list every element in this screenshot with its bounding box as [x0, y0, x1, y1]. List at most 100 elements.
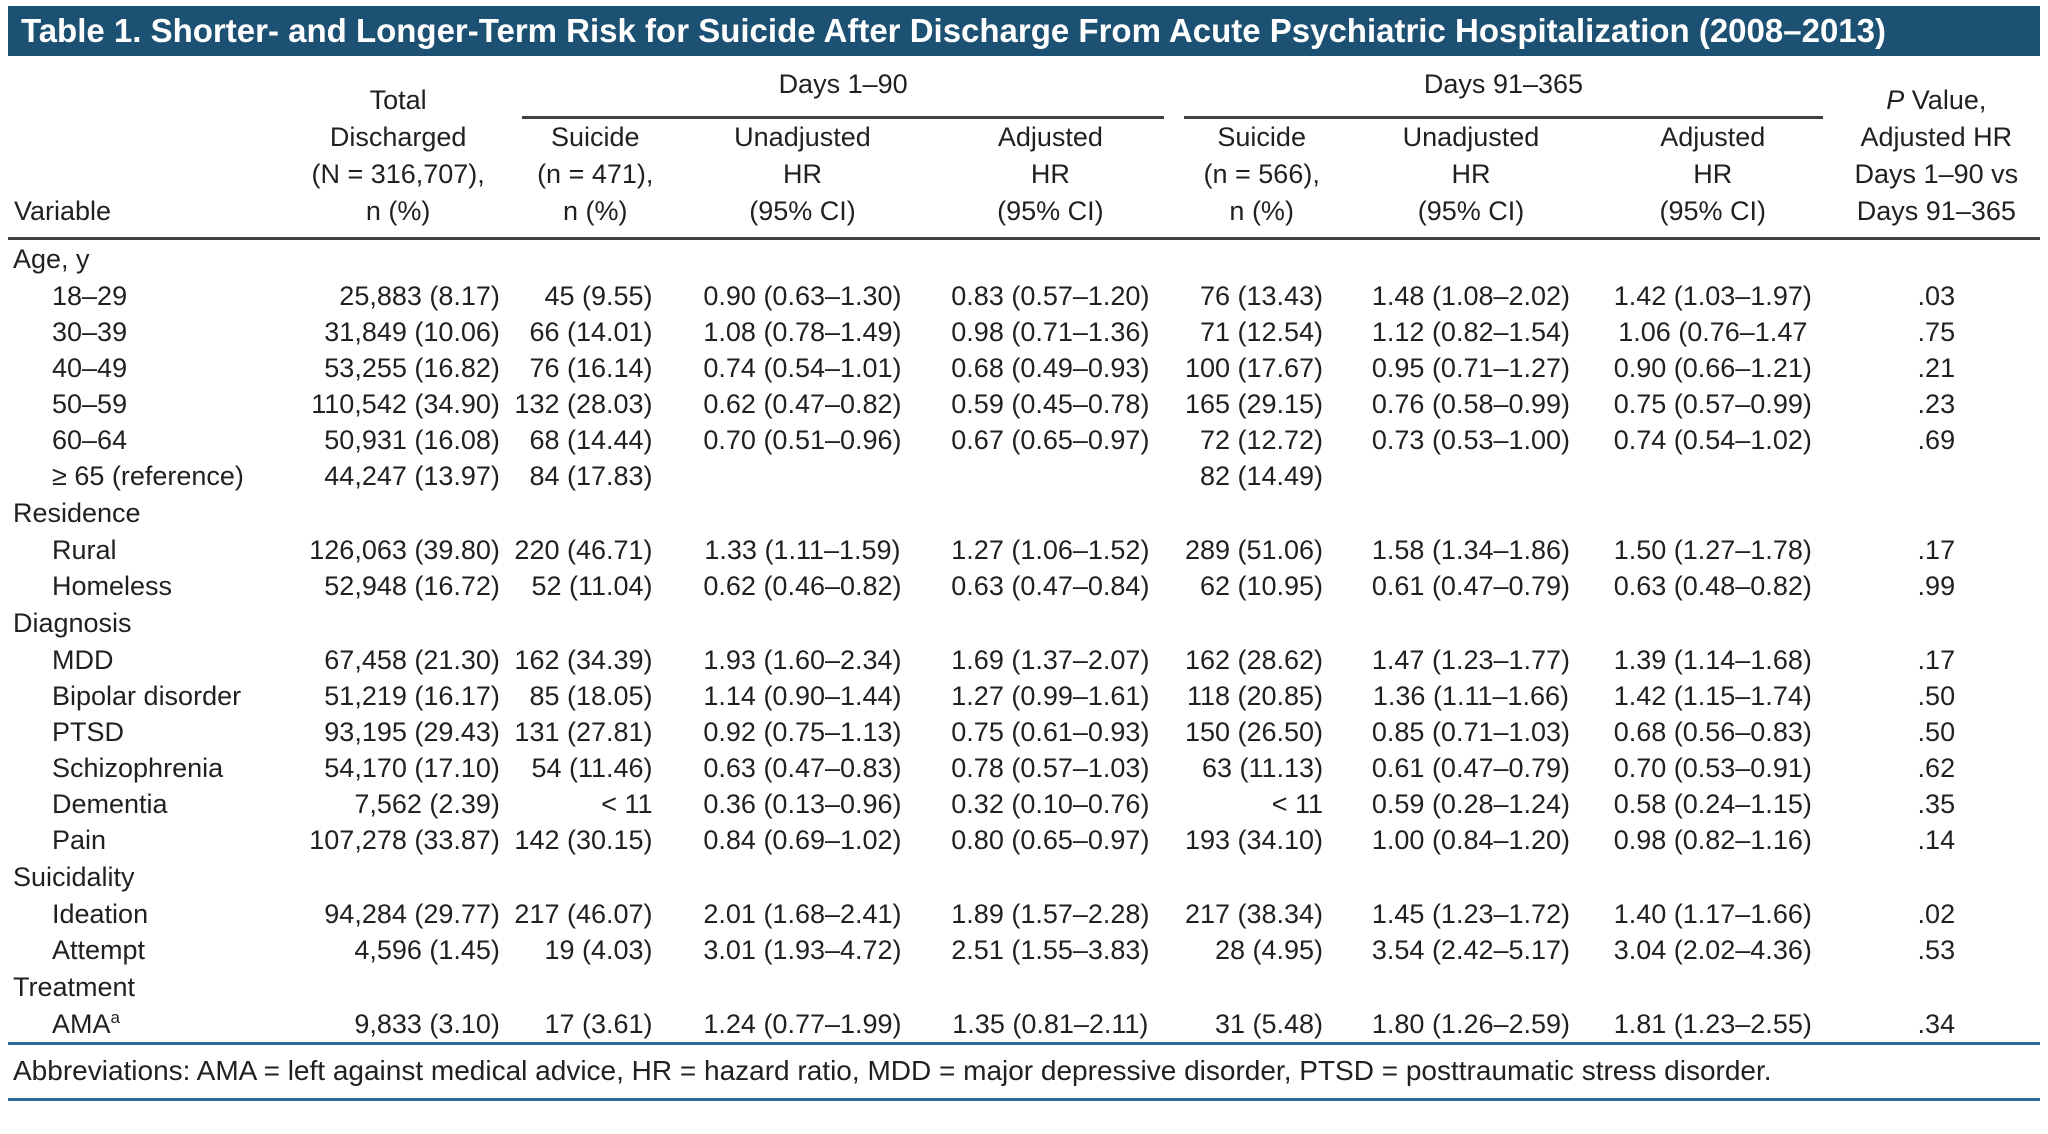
cell-adjusted-hr-days-1-90: 0.67 (0.65–0.97) — [951, 425, 1150, 455]
cell-total-discharged: 52,948 (16.72) — [324, 571, 500, 601]
cell-suicide-days-1-90: 85 (18.05) — [529, 681, 653, 711]
cell-unadjusted-hr-days-91-365: 1.12 (0.82–1.54) — [1371, 317, 1571, 347]
cell-unadjusted-hr-days-91-365: 1.00 (0.84–1.20) — [1371, 825, 1571, 855]
table-row: Bipolar disorder 51,219 (16.17) 85 (18.05)… — [8, 678, 2040, 714]
cell-adjusted-hr-days-91-365: 0.70 (0.53–0.91) — [1613, 753, 1812, 783]
column-header-unadjusted-hr-days-91-365: Unadjusted HR (95% CI) — [1349, 119, 1593, 240]
column-header-variable: Variable — [8, 56, 285, 240]
cell-total-discharged: 25,883 (8.17) — [339, 281, 500, 311]
table-row: Homeless 52,948 (16.72) 52 (11.04) 0.62 (0.… — [8, 568, 2040, 604]
cell-suicide-days-91-365: 165 (29.15) — [1184, 389, 1324, 419]
table-row: 18–29 25,883 (8.17) 45 (9.55) 0.90 (0.63–1.… — [8, 278, 2040, 314]
cell-total-discharged: 9,833 (3.10) — [354, 1009, 500, 1039]
cell-total-discharged: 51,219 (16.17) — [324, 681, 500, 711]
cell-p-value: .53 — [1917, 935, 1956, 965]
cell-variable: Attempt — [52, 935, 146, 965]
cell-suicide-days-91-365: 71 (12.54) — [1199, 317, 1324, 347]
section-label: Suicidality — [13, 862, 135, 892]
cell-suicide-days-91-365: 162 (28.62) — [1184, 645, 1324, 675]
cell-unadjusted-hr-days-1-90: 1.08 (0.78–1.49) — [703, 317, 902, 347]
cell-unadjusted-hr-days-91-365: 0.76 (0.58–0.99) — [1371, 389, 1571, 419]
cell-variable: 50–59 — [52, 389, 128, 419]
cell-adjusted-hr-days-91-365: 0.98 (0.82–1.16) — [1613, 825, 1812, 855]
cell-unadjusted-hr-days-91-365: 3.54 (2.42–5.17) — [1371, 935, 1571, 965]
cell-adjusted-hr-days-91-365: 1.40 (1.17–1.66) — [1613, 899, 1812, 929]
column-header-unadjusted-hr-days-1-90: Unadjusted HR (95% CI) — [678, 119, 927, 240]
cell-suicide-days-1-90: 68 (14.44) — [529, 425, 653, 455]
cell-suicide-days-1-90: 19 (4.03) — [544, 935, 653, 965]
section-label: Residence — [13, 498, 141, 528]
cell-adjusted-hr-days-91-365: 1.42 (1.03–1.97) — [1613, 281, 1812, 311]
data-table: Variable Total Discharged (N = 316,707), n … — [8, 56, 2040, 1042]
cell-suicide-days-91-365: 217 (38.34) — [1184, 899, 1324, 929]
section-row: Age, y — [8, 239, 2040, 279]
cell-p-value: .14 — [1917, 825, 1956, 855]
column-header-adjusted-hr-days-91-365: Adjusted HR (95% CI) — [1592, 119, 1833, 240]
cell-adjusted-hr-days-91-365: 0.90 (0.66–1.21) — [1613, 353, 1812, 383]
cell-variable: MDD — [52, 645, 114, 675]
table-row: Rural 126,063 (39.80) 220 (46.71) 1.33 (1.1… — [8, 532, 2040, 568]
cell-total-discharged: 110,542 (34.90) — [311, 389, 500, 419]
cell-unadjusted-hr-days-1-90: 1.24 (0.77–1.99) — [703, 1009, 902, 1039]
cell-adjusted-hr-days-91-365: 1.81 (1.23–2.55) — [1613, 1009, 1812, 1039]
cell-adjusted-hr-days-1-90 — [926, 458, 1174, 494]
cell-adjusted-hr-days-1-90: 0.59 (0.45–0.78) — [951, 389, 1150, 419]
cell-adjusted-hr-days-91-365: 3.04 (2.02–4.36) — [1613, 935, 1812, 965]
cell-p-value: .50 — [1917, 717, 1956, 747]
group-header-days-91-365: Days 91–365 — [1174, 56, 1832, 119]
section-row: Suicidality — [8, 858, 2040, 896]
cell-adjusted-hr-days-1-90: 1.69 (1.37–2.07) — [951, 645, 1150, 675]
cell-unadjusted-hr-days-91-365: 0.61 (0.47–0.79) — [1371, 571, 1571, 601]
cell-total-discharged: 4,596 (1.45) — [354, 935, 500, 965]
cell-adjusted-hr-days-1-90: 0.32 (0.10–0.76) — [951, 789, 1150, 819]
cell-unadjusted-hr-days-1-90: 0.36 (0.13–0.96) — [703, 789, 902, 819]
column-header-adjusted-hr-days-1-90: Adjusted HR (95% CI) — [926, 119, 1175, 240]
cell-total-discharged: 94,284 (29.77) — [324, 899, 500, 929]
table-row: Pain 107,278 (33.87) 142 (30.15) 0.84 (0.69… — [8, 822, 2040, 858]
cell-total-discharged: 67,458 (21.30) — [324, 645, 500, 675]
cell-suicide-days-1-90: < 11 — [601, 789, 653, 819]
cell-unadjusted-hr-days-1-90: 0.70 (0.51–0.96) — [703, 425, 902, 455]
p-value-line-1: P Value, — [1886, 85, 1987, 115]
cell-unadjusted-hr-days-1-90: 0.62 (0.46–0.82) — [703, 571, 902, 601]
abbreviations-footnote: Abbreviations: AMA = left against medica… — [8, 1042, 2040, 1101]
cell-adjusted-hr-days-91-365: 1.06 (0.76–1.47 — [1618, 317, 1808, 347]
table-row: Ideation 94,284 (29.77) 217 (46.07) 2.01 (1… — [8, 896, 2040, 932]
cell-adjusted-hr-days-91-365: 0.68 (0.56–0.83) — [1613, 717, 1812, 747]
cell-total-discharged: 107,278 (33.87) — [309, 825, 500, 855]
table-row: 60–64 50,931 (16.08) 68 (14.44) 0.70 (0.51–… — [8, 422, 2040, 458]
cell-adjusted-hr-days-1-90: 0.80 (0.65–0.97) — [951, 825, 1150, 855]
cell-unadjusted-hr-days-91-365: 1.47 (1.23–1.77) — [1371, 645, 1571, 675]
cell-adjusted-hr-days-91-365: 0.75 (0.57–0.99) — [1613, 389, 1812, 419]
table-row: Attempt 4,596 (1.45) 19 (4.03) 3.01 (1.93–4… — [8, 932, 2040, 968]
cell-suicide-days-91-365: 118 (20.85) — [1186, 681, 1324, 711]
cell-suicide-days-91-365: 63 (11.13) — [1201, 753, 1324, 783]
cell-unadjusted-hr-days-91-365 — [1349, 458, 1593, 494]
cell-variable: Pain — [52, 825, 107, 855]
cell-suicide-days-1-90: 17 (3.61) — [544, 1009, 653, 1039]
cell-adjusted-hr-days-1-90: 0.98 (0.71–1.36) — [951, 317, 1150, 347]
cell-adjusted-hr-days-91-365: 0.63 (0.48–0.82) — [1613, 571, 1812, 601]
cell-total-discharged: 44,247 (13.97) — [324, 461, 500, 491]
cell-total-discharged: 126,063 (39.80) — [309, 535, 500, 565]
table-row: PTSD 93,195 (29.43) 131 (27.81) 0.92 (0.75–… — [8, 714, 2040, 750]
cell-p-value: .50 — [1917, 681, 1956, 711]
cell-total-discharged: 31,849 (10.06) — [324, 317, 500, 347]
cell-adjusted-hr-days-91-365: 1.42 (1.15–1.74) — [1613, 681, 1812, 711]
cell-suicide-days-1-90: 54 (11.46) — [531, 753, 653, 783]
cell-total-discharged: 53,255 (16.82) — [324, 353, 500, 383]
cell-suicide-days-1-90: 45 (9.55) — [544, 281, 653, 311]
cell-total-discharged: 7,562 (2.39) — [354, 789, 500, 819]
cell-variable: 18–29 — [52, 281, 128, 311]
cell-p-value: .99 — [1917, 571, 1956, 601]
cell-adjusted-hr-days-1-90: 1.35 (0.81–2.11) — [952, 1009, 1149, 1039]
cell-suicide-days-91-365: 62 (10.95) — [1199, 571, 1324, 601]
cell-adjusted-hr-days-1-90: 0.83 (0.57–1.20) — [951, 281, 1150, 311]
cell-suicide-days-91-365: 31 (5.48) — [1214, 1009, 1324, 1039]
cell-adjusted-hr-days-91-365: 0.58 (0.24–1.15) — [1613, 789, 1812, 819]
cell-unadjusted-hr-days-1-90: 0.62 (0.47–0.82) — [703, 389, 902, 419]
cell-unadjusted-hr-days-1-90 — [679, 458, 927, 494]
cell-p-value: .34 — [1917, 1009, 1956, 1039]
cell-variable: Ideation — [52, 899, 149, 929]
cell-variable: PTSD — [52, 717, 125, 747]
